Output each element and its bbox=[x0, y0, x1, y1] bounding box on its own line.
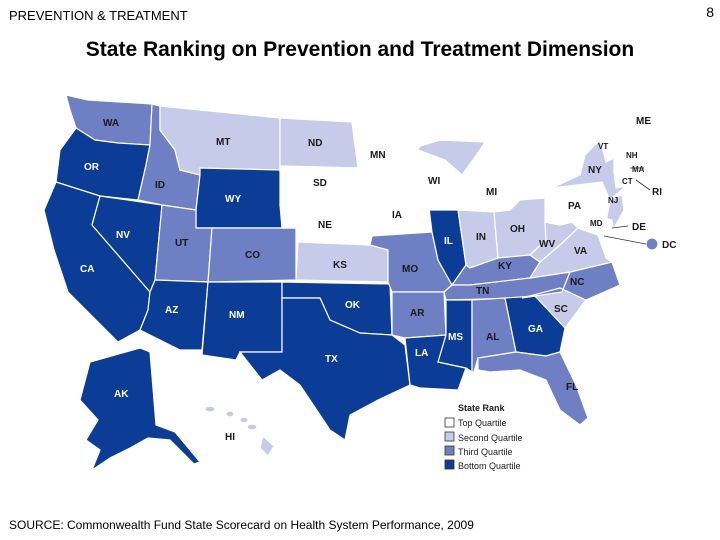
state-CT bbox=[613, 171, 631, 189]
legend-swatch-second bbox=[444, 431, 455, 442]
label-IA: IA bbox=[392, 210, 402, 221]
label-NY: NY bbox=[588, 165, 602, 176]
legend-item-top: Top Quartile bbox=[458, 418, 507, 428]
label-FL: FL bbox=[566, 382, 578, 393]
label-PA: PA bbox=[568, 201, 581, 212]
label-MS: MS bbox=[448, 332, 463, 343]
state-TX bbox=[238, 297, 411, 441]
label-OK: OK bbox=[345, 300, 361, 311]
label-WI: WI bbox=[428, 176, 440, 187]
label-MN: MN bbox=[370, 150, 386, 161]
label-TX: TX bbox=[325, 354, 338, 365]
hawaii-island-4 bbox=[246, 423, 258, 431]
section-label: PREVENTION & TREATMENT bbox=[9, 8, 188, 23]
legend-item-second: Second Quartile bbox=[458, 433, 523, 443]
label-NM: NM bbox=[229, 310, 245, 321]
leader-dc bbox=[603, 235, 647, 245]
label-NC: NC bbox=[570, 277, 584, 288]
state-MD bbox=[570, 217, 607, 242]
label-IL: IL bbox=[444, 236, 453, 247]
label-TN: TN bbox=[476, 286, 489, 297]
label-HI: HI bbox=[225, 432, 235, 443]
label-AZ: AZ bbox=[165, 305, 178, 316]
hawaii-island-5 bbox=[259, 434, 275, 457]
state-RI bbox=[629, 171, 639, 185]
label-MO: MO bbox=[402, 264, 418, 275]
legend-item-bottom: Bottom Quartile bbox=[458, 461, 521, 471]
label-VA: VA bbox=[574, 246, 587, 257]
label-CA: CA bbox=[80, 264, 94, 275]
state-DC bbox=[645, 237, 659, 251]
leader-ri bbox=[635, 179, 651, 191]
label-AR: AR bbox=[410, 308, 425, 319]
label-CT: CT bbox=[622, 177, 633, 186]
label-SD: SD bbox=[313, 178, 327, 189]
label-WA: WA bbox=[103, 118, 119, 129]
hawaii-island-1 bbox=[204, 405, 216, 413]
label-ME: ME bbox=[636, 116, 651, 127]
leader-lines bbox=[603, 167, 651, 245]
label-MI: MI bbox=[486, 187, 497, 198]
label-RI: RI bbox=[652, 187, 662, 198]
source-note: SOURCE: Commonwealth Fund State Scorecar… bbox=[9, 518, 474, 532]
label-ID: ID bbox=[155, 180, 165, 191]
label-WV: WV bbox=[539, 239, 555, 250]
label-GA: GA bbox=[528, 324, 543, 335]
label-OH: OH bbox=[510, 224, 525, 235]
label-AK: AK bbox=[114, 389, 129, 400]
label-KS: KS bbox=[333, 260, 347, 271]
legend-title: State Rank bbox=[458, 403, 506, 413]
legend-swatch-bottom bbox=[444, 459, 455, 470]
label-NJ: NJ bbox=[608, 196, 618, 205]
state-FL bbox=[477, 351, 589, 426]
label-NV: NV bbox=[116, 230, 130, 241]
legend-swatch-third bbox=[444, 445, 455, 456]
legend-item-third: Third Quartile bbox=[458, 447, 513, 457]
label-VT: VT bbox=[598, 142, 608, 151]
leader-de bbox=[611, 225, 629, 229]
label-KY: KY bbox=[498, 261, 512, 272]
page-number: 8 bbox=[706, 4, 714, 20]
label-MD: MD bbox=[590, 219, 603, 228]
label-MA: MA bbox=[632, 165, 645, 174]
label-DC: DC bbox=[662, 240, 676, 251]
hawaii-island-3 bbox=[239, 416, 249, 424]
state-AK bbox=[79, 347, 202, 472]
label-OR: OR bbox=[84, 162, 100, 173]
hawaii-island-2 bbox=[225, 410, 235, 418]
label-IN: IN bbox=[476, 232, 486, 243]
state-MI bbox=[417, 139, 487, 176]
state-NM bbox=[201, 281, 283, 361]
legend: State Rank Top Quartile Second Quartile … bbox=[444, 403, 523, 471]
label-UT: UT bbox=[175, 238, 188, 249]
label-LA: LA bbox=[415, 348, 428, 359]
label-ND: ND bbox=[308, 138, 322, 149]
label-CO: CO bbox=[245, 250, 260, 261]
label-DE: DE bbox=[632, 222, 646, 233]
label-WY: WY bbox=[225, 194, 241, 205]
label-MT: MT bbox=[216, 137, 230, 148]
map-title: State Ranking on Prevention and Treatmen… bbox=[85, 38, 635, 61]
legend-swatch-top bbox=[444, 417, 455, 428]
state-HI bbox=[204, 405, 275, 457]
label-NE: NE bbox=[318, 220, 332, 231]
label-NH: NH bbox=[626, 151, 638, 160]
label-SC: SC bbox=[554, 304, 568, 315]
label-AL: AL bbox=[486, 332, 499, 343]
state-ME bbox=[619, 91, 667, 152]
